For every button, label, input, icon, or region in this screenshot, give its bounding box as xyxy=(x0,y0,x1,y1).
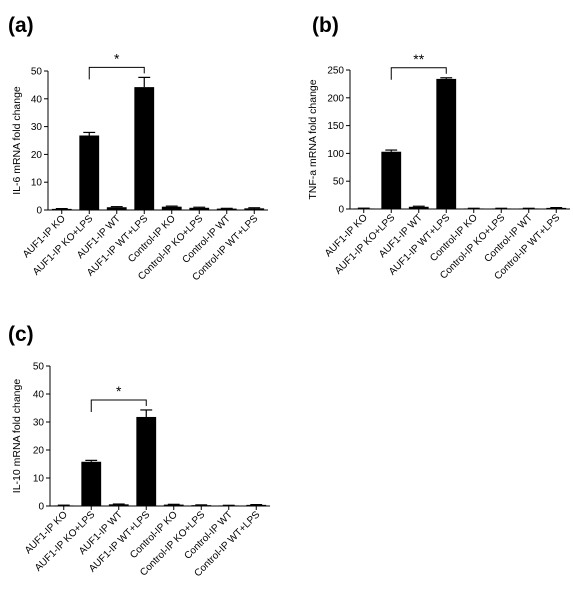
bar xyxy=(163,504,184,506)
bar xyxy=(136,416,157,506)
bar xyxy=(79,135,100,210)
bar xyxy=(161,206,182,210)
panel-label: (c) xyxy=(8,323,34,346)
y-tick-label: 200 xyxy=(327,93,344,104)
y-tick-label: 50 xyxy=(31,67,43,78)
y-tick-label: 0 xyxy=(338,205,344,216)
y-tick-label: 20 xyxy=(31,150,43,161)
bar xyxy=(106,207,127,210)
y-tick-label: 0 xyxy=(36,206,42,217)
bar xyxy=(436,78,457,209)
y-tick-label: 30 xyxy=(33,418,45,429)
y-axis-title: IL-6 mRNA fold change xyxy=(11,86,23,195)
significance-label: * xyxy=(116,383,122,399)
y-tick-label: 10 xyxy=(33,474,45,485)
bar xyxy=(216,208,237,210)
bar xyxy=(408,206,429,209)
y-tick-label: 250 xyxy=(327,66,344,77)
bar xyxy=(353,208,374,210)
y-tick-label: 10 xyxy=(31,178,43,189)
significance-bracket xyxy=(390,67,447,80)
y-tick-label: 50 xyxy=(33,362,45,373)
y-axis-title: TNF-a mRNA fold change xyxy=(307,79,319,199)
y-tick-label: 40 xyxy=(31,94,43,105)
significance-bracket xyxy=(88,66,145,80)
y-axis-title: IL-10 mRNA fold change xyxy=(11,379,23,494)
y-tick-label: 40 xyxy=(33,390,45,401)
bar xyxy=(191,505,212,506)
y-tick-label: 0 xyxy=(38,502,44,513)
bar xyxy=(108,504,129,506)
significance-bracket xyxy=(90,399,147,412)
bar xyxy=(189,207,210,210)
bar xyxy=(81,461,102,506)
bar xyxy=(53,505,74,507)
panel-label: (a) xyxy=(8,14,34,37)
panel-label: (b) xyxy=(312,14,339,37)
bar xyxy=(244,208,265,210)
significance-label: * xyxy=(114,50,120,66)
bar xyxy=(381,151,402,209)
y-tick-label: 20 xyxy=(33,446,45,457)
y-tick-label: 150 xyxy=(327,121,344,132)
y-tick-label: 50 xyxy=(333,177,345,188)
y-tick-label: 30 xyxy=(31,122,43,133)
bar xyxy=(546,207,567,209)
significance-label: ** xyxy=(413,51,424,67)
y-tick-label: 100 xyxy=(327,149,344,160)
bar xyxy=(246,504,267,506)
bar xyxy=(134,87,155,210)
chart-panel-2: (b) 0 50 100 150 200 250 TNF-a mRNA fold change… xyxy=(307,14,570,282)
bar xyxy=(51,208,72,210)
